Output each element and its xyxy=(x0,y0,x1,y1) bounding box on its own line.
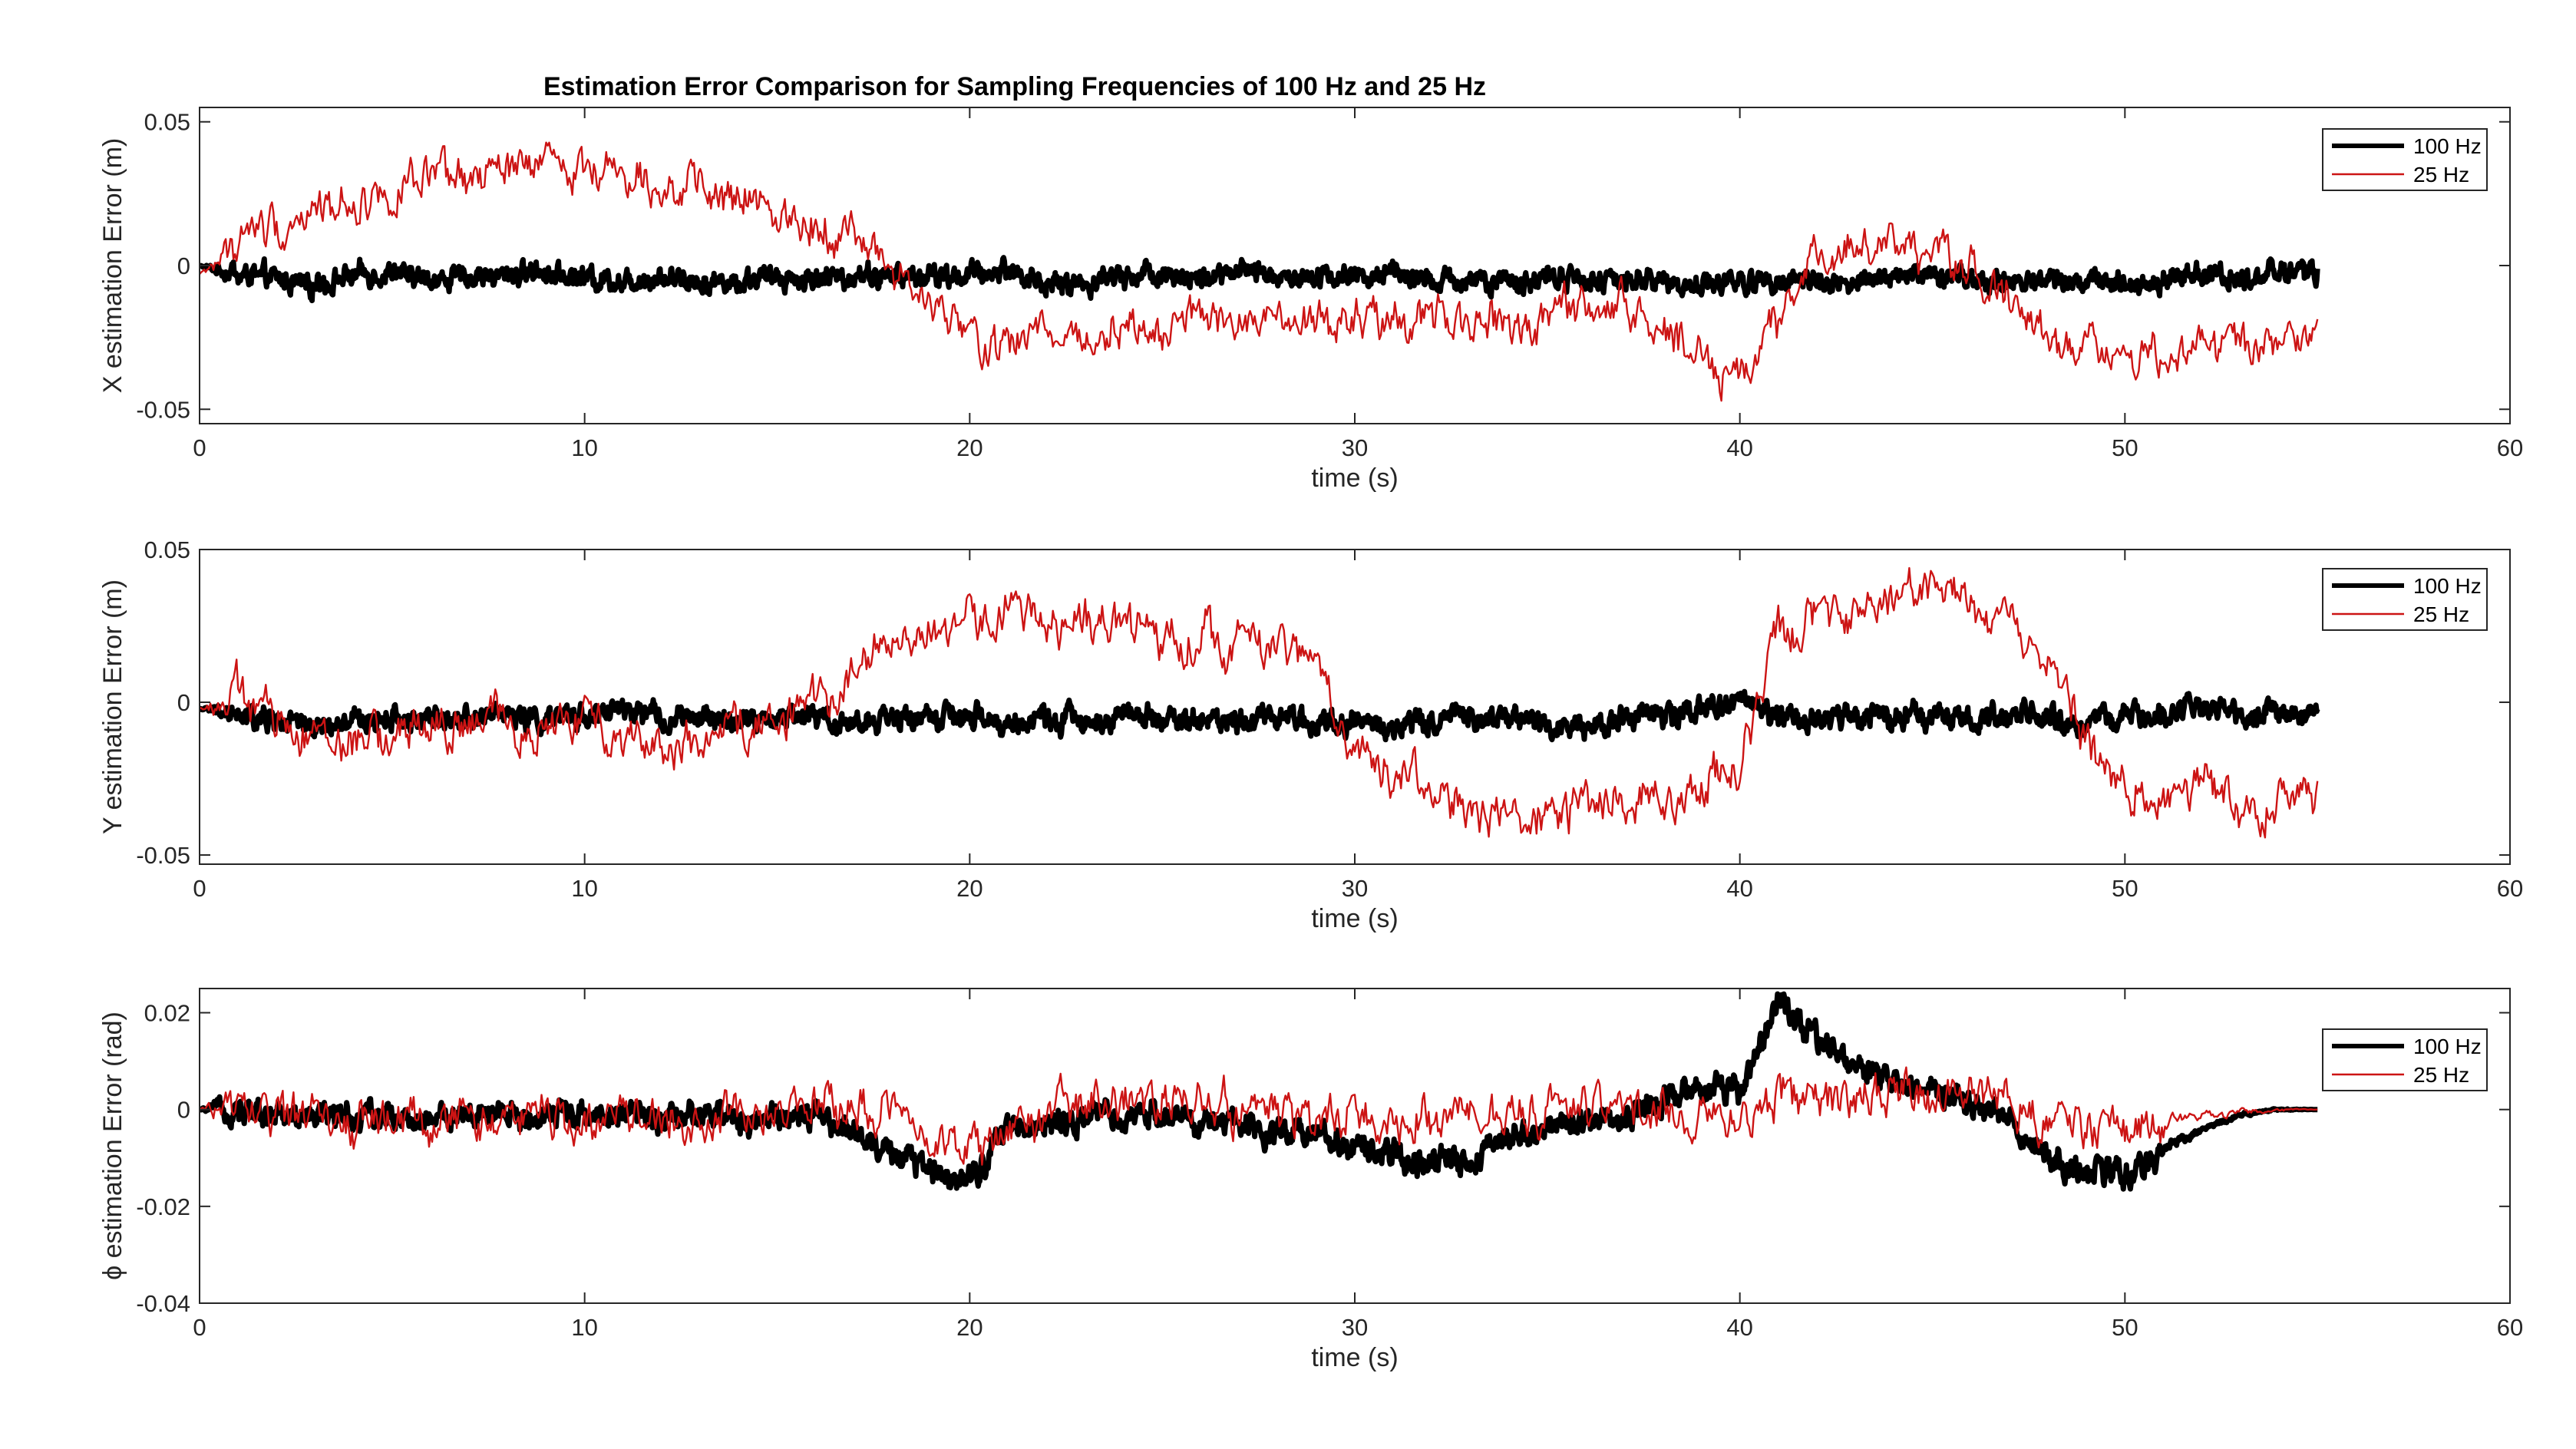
y-tick-label: -0.05 xyxy=(136,396,190,423)
legend-label-100hz: 100 Hz xyxy=(2413,574,2482,598)
legend-label-25hz: 25 Hz xyxy=(2413,163,2469,186)
y-axis-label: X estimation Error (m) xyxy=(98,138,127,394)
legend-label-25hz: 25 Hz xyxy=(2413,602,2469,626)
x-tick-label: 30 xyxy=(1342,875,1368,902)
series-line-100hz xyxy=(200,255,2320,304)
x-tick-label: 50 xyxy=(2112,875,2138,902)
y-tick-label: -0.05 xyxy=(136,842,190,869)
x-tick-label: 0 xyxy=(193,434,206,461)
series-line-25hz xyxy=(200,1066,2318,1166)
x-tick-label: 20 xyxy=(956,434,983,461)
x-axis-label: time (s) xyxy=(1311,464,1398,493)
x-tick-label: 10 xyxy=(571,1314,597,1341)
x-tick-label: 60 xyxy=(2497,434,2523,461)
legend-box xyxy=(2322,1028,2488,1091)
legend-box xyxy=(2322,128,2488,191)
legend-label-100hz: 100 Hz xyxy=(2413,134,2482,158)
series-line-25hz xyxy=(200,566,2319,839)
x-axis-label: time (s) xyxy=(1311,904,1398,933)
x-tick-label: 50 xyxy=(2112,434,2138,461)
legend: 100 Hz 25 Hz xyxy=(2322,128,2488,191)
x-tick-label: 30 xyxy=(1342,1314,1368,1341)
x-tick-label: 40 xyxy=(1726,434,1752,461)
y-tick-label: 0 xyxy=(177,689,190,716)
x-tick-label: 60 xyxy=(2497,1314,2523,1341)
x-tick-label: 20 xyxy=(956,1314,983,1341)
x-tick-label: 0 xyxy=(193,875,206,902)
series-line-25hz xyxy=(200,141,2319,402)
y-tick-label: 0.02 xyxy=(144,1000,190,1027)
y-axis-label: Y estimation Error (m) xyxy=(98,579,127,834)
y-tick-label: -0.02 xyxy=(136,1193,190,1220)
x-tick-label: 50 xyxy=(2112,1314,2138,1341)
y-tick-label: 0.05 xyxy=(144,536,190,563)
series-line-100hz xyxy=(200,991,2320,1192)
x-tick-label: 30 xyxy=(1342,434,1368,461)
legend-box xyxy=(2322,568,2488,631)
legend: 100 Hz 25 Hz xyxy=(2322,568,2488,631)
legend: 100 Hz 25 Hz xyxy=(2322,1028,2488,1091)
legend-label-25hz: 25 Hz xyxy=(2413,1063,2469,1087)
x-tick-label: 10 xyxy=(571,434,597,461)
panel-phi-error: 0 10 20 30 40 50 60 -0.04 -0.02 0 0.02 time (s) ϕ es… xyxy=(98,988,2523,1372)
x-tick-label: 40 xyxy=(1726,1314,1752,1341)
y-tick-label: 0 xyxy=(177,253,190,279)
x-tick-label: 60 xyxy=(2497,875,2523,902)
figure-title: Estimation Error Comparison for Sampling… xyxy=(543,72,1486,101)
legend-label-100hz: 100 Hz xyxy=(2413,1035,2482,1058)
x-tick-label: 40 xyxy=(1726,875,1752,902)
x-tick-label: 0 xyxy=(193,1314,206,1341)
y-tick-label: 0.05 xyxy=(144,109,190,136)
x-tick-label: 20 xyxy=(956,875,983,902)
y-tick-label: 0 xyxy=(177,1097,190,1124)
y-tick-label: -0.04 xyxy=(136,1290,190,1317)
x-tick-label: 10 xyxy=(571,875,597,902)
x-axis-label: time (s) xyxy=(1311,1343,1398,1372)
y-axis-label: ϕ estimation Error (rad) xyxy=(98,1012,127,1280)
